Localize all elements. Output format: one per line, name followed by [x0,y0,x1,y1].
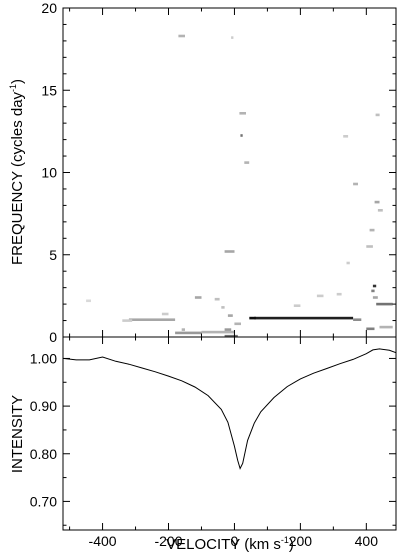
heatmap-feature-28 [231,36,234,39]
heatmap-feature-22 [375,113,380,117]
frequency-axis-label: FREQUENCY (cycles day-1) [8,79,26,265]
velocity-tick-label-2: 0 [231,533,239,549]
heatmap-feature-32 [221,306,225,309]
heatmap-feature-25 [244,161,250,164]
heatmap-feature-14 [371,289,375,293]
heatmap-feature-24 [239,112,246,115]
intensity-profile-line [62,348,397,470]
heatmap-feature-6 [201,330,235,334]
frequency-ticks: 0 5 10 15 20 [41,0,396,345]
freq-tick-label-4: 20 [41,0,57,16]
heatmap-feature-5 [175,331,202,335]
heatmap-feature-2 [353,318,362,321]
intensity-tick-label-1: 0.80 [30,446,57,462]
freq-tick-label-2: 10 [41,165,57,181]
velocity-axis-label: VELOCITY (km s-1) [166,535,294,553]
intensity-tick-label-2: 0.90 [30,398,57,414]
heatmap-feature-35 [336,292,342,296]
heatmap-feature-21 [343,135,349,138]
heatmap-feature-11 [234,322,241,326]
heatmap-feature-37 [86,299,91,303]
heatmap-feature-13 [372,284,377,288]
intensity-tick-label-0: 0.70 [30,493,57,509]
frequency-panel: 0 5 10 15 20 FREQUENCY (cycles day-1) [8,0,397,345]
heatmap-feature-12 [376,302,393,306]
freq-tick-label-0: 0 [49,329,57,345]
heatmap-feature-4 [122,319,133,322]
freq-tick-label-1: 5 [49,247,57,263]
heatmap-feature-7 [366,327,375,331]
velocity-tick-label-0: -400 [89,533,117,549]
heatmap-feature-19 [377,209,383,212]
intensity-axis-label: INTENSITY [9,395,26,473]
velocity-tick-label-3: 200 [289,533,313,549]
heatmap-feature-39 [181,328,185,331]
intensity-ticks: 0.70 0.80 0.90 1.00 -400 -200 0 200 400 [30,337,396,549]
intensity-tick-label-3: 1.00 [30,350,57,366]
heatmap-feature-8 [379,325,393,329]
intensity-plot-area [63,337,396,530]
heatmap-feature-27 [178,34,185,38]
heatmap-feature-15 [372,296,378,299]
heatmap-feature-30 [161,312,169,316]
heatmap-feature-17 [369,228,375,232]
velocity-tick-label-1: -200 [154,533,182,549]
heatmap-feature-26 [224,250,235,253]
heatmap-feature-34 [316,294,324,298]
frequency-plot-area [63,8,396,337]
heatmap-feature-29 [194,296,202,299]
heatmap-feature-31 [214,297,220,301]
heatmap-features [86,34,393,338]
heatmap-feature-36 [293,304,301,307]
freq-tick-label-3: 15 [41,82,57,98]
heatmap-feature-1 [249,316,256,320]
heatmap-feature-9 [224,334,238,338]
heatmap-feature-20 [353,182,358,186]
heatmap-feature-3 [128,318,176,321]
heatmap-feature-23 [240,134,243,137]
heatmap-feature-0 [254,316,354,320]
heatmap-feature-10 [224,328,232,331]
heatmap-feature-38 [346,261,350,265]
intensity-panel: 0.70 0.80 0.90 1.00 -400 -200 0 200 400 INTENSIT… [9,336,397,553]
heatmap-feature-18 [374,200,380,204]
intensity-plot-frame [62,336,397,531]
heatmap-feature-33 [227,314,233,317]
velocity-tick-label-4: 400 [355,533,379,549]
heatmap-feature-16 [366,245,373,248]
